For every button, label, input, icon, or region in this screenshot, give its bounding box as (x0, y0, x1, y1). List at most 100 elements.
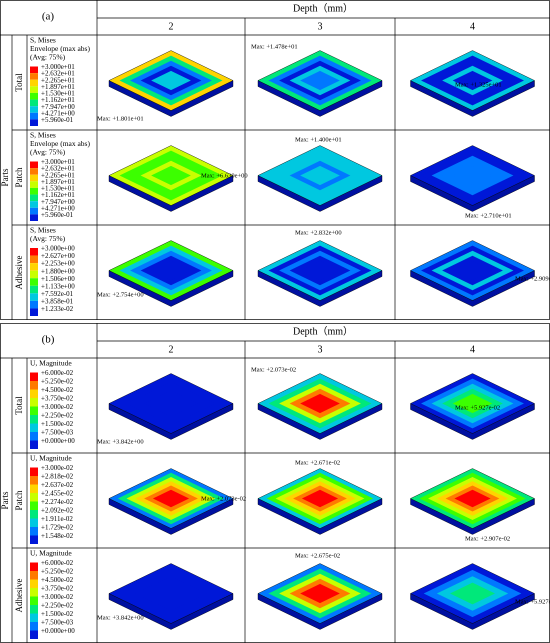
plate-edge (257, 240, 383, 301)
legend-swatch (30, 181, 38, 188)
legend-value: +7.947e+00 (41, 103, 75, 111)
legend-swatch (30, 372, 38, 381)
contour-band (151, 260, 191, 281)
depth-label: 3 (318, 21, 323, 32)
legend-swatch (30, 579, 38, 588)
legend-swatch (30, 415, 38, 424)
legend-title: (Avg: 75%) (30, 148, 66, 157)
legend-swatch (30, 518, 38, 527)
legend-swatch (30, 562, 38, 571)
legend-swatch (30, 119, 38, 126)
legend-swatch (30, 440, 38, 449)
legend-swatch (30, 476, 38, 485)
part-label: Adhesive (14, 256, 24, 290)
plate-edge (108, 50, 234, 111)
legend-value: +5.250e-02 (41, 378, 74, 386)
legend-value: +3.000e-02 (41, 403, 74, 411)
part-label: Total (14, 73, 24, 92)
legend-swatch (30, 112, 38, 120)
legend-swatch (30, 406, 38, 415)
contour-band (135, 576, 207, 611)
contour-band (151, 165, 191, 186)
legend-swatch (30, 300, 38, 309)
legend-value: +1.162e+01 (41, 96, 75, 104)
legend-swatch (30, 161, 38, 169)
depth-label: 4 (470, 344, 475, 355)
max-annotation: Max: +2.671e-02 (295, 459, 340, 466)
legend-swatch (30, 605, 38, 614)
legend-swatch (30, 588, 38, 597)
header: Depth（mm） (293, 325, 353, 337)
legend-value: +1.133e+00 (41, 282, 75, 290)
legend-swatch (30, 423, 38, 432)
legend-value: +7.947e+00 (41, 198, 75, 206)
max-annotation: Max: +2.710e+01 (465, 212, 512, 219)
legend-swatch (30, 527, 38, 536)
legend-value: +2.637e-02 (41, 481, 74, 489)
max-annotation: Max: +1.400e+01 (295, 136, 342, 143)
legend-value: +2.092e-02 (41, 507, 74, 515)
legend-value: +1.500e-02 (41, 610, 74, 618)
legend-value: +4.271e+00 (41, 204, 75, 212)
legend-value: +1.729e-02 (41, 524, 74, 532)
max-annotation: Max: +6.630e+00 (201, 172, 248, 179)
legend-swatch (30, 613, 38, 622)
legend-swatch (30, 389, 38, 398)
legend-swatch (30, 66, 38, 74)
panel-label: (a) (42, 11, 55, 23)
legend-value: +5.960e-01 (41, 116, 74, 124)
max-annotation: Max: +2.675e-02 (295, 552, 340, 559)
group-label: Parts (0, 168, 10, 186)
legend-swatch (30, 207, 38, 215)
plate-edge (257, 50, 383, 111)
legend-value: +0.000e+00 (41, 437, 75, 445)
legend-title: U, Magnitude (30, 359, 72, 368)
part-label: Adhesive (14, 579, 24, 613)
legend-value: +3.000e-02 (41, 593, 74, 601)
legend-swatch (30, 270, 38, 279)
legend-value: +1.880e+00 (41, 267, 75, 275)
max-annotation: Max: +1.478e+01 (251, 43, 298, 50)
legend-swatch (30, 308, 38, 316)
legend-swatch (30, 73, 38, 80)
max-annotation: Max: +3.842e+00 (97, 438, 144, 445)
plate-edge (410, 563, 535, 624)
part-label: Patch (14, 490, 24, 510)
plate-edge (108, 468, 234, 529)
legend-value: +5.250e-02 (41, 568, 74, 576)
plate-edge (257, 563, 383, 624)
legend-value: +3.000e+01 (41, 63, 75, 71)
legend-value: +1.897e+01 (41, 83, 75, 91)
legend-title: (Avg: 75%) (30, 234, 66, 243)
depth-label: 4 (470, 21, 475, 32)
legend-value: +2.632e+01 (41, 165, 75, 173)
legend-swatch (30, 467, 38, 476)
legend-value: +2.253e+00 (41, 260, 75, 268)
legend-swatch (30, 194, 38, 202)
plate-edge (410, 145, 535, 206)
contour-band (151, 70, 191, 91)
legend-value: +1.530e+01 (41, 185, 75, 193)
legend-swatch (30, 571, 38, 580)
legend-swatch (30, 174, 38, 182)
legend-value: +4.500e-02 (41, 386, 74, 394)
legend-swatch (30, 79, 38, 87)
legend-value: +3.750e-02 (41, 585, 74, 593)
legend-swatch (30, 278, 38, 286)
legend-value: +3.000e-02 (41, 464, 74, 472)
legend-swatch (30, 510, 38, 519)
header: Depth（mm） (293, 2, 353, 14)
plate-edge (108, 145, 234, 206)
legend-swatch (30, 484, 38, 493)
plate-edge (108, 240, 234, 301)
legend-title: (Avg: 75%) (30, 53, 66, 62)
group-label: Parts (0, 491, 10, 509)
legend-value: +1.911e-02 (41, 515, 73, 523)
legend-value: +3.000e+01 (41, 158, 75, 166)
legend-title: S, Mises (30, 131, 56, 140)
legend-swatch (30, 201, 38, 208)
legend-value: +1.162e+01 (41, 191, 75, 199)
legend-swatch (30, 285, 38, 294)
contour-band (144, 390, 198, 417)
legend-value: +1.530e+01 (41, 90, 75, 98)
